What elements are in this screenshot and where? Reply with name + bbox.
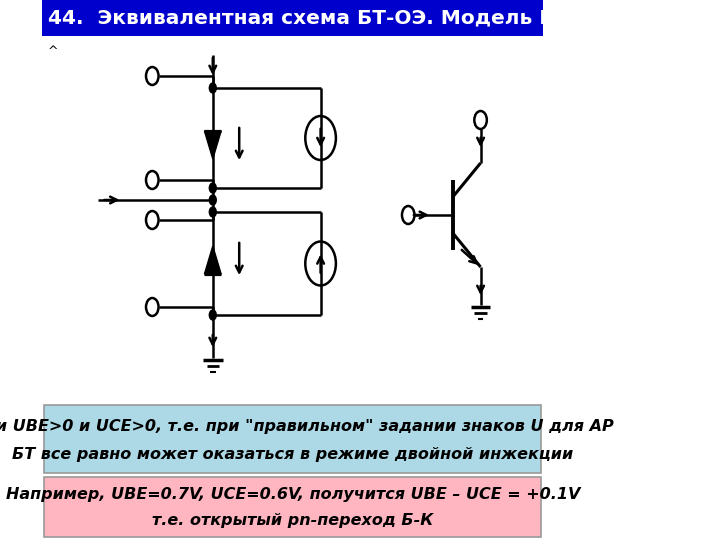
Text: При UBE>0 и UСЕ>0, т.е. при "правильном" задании знаков U для АР: При UBE>0 и UСЕ>0, т.е. при "правильном"… [0, 420, 614, 435]
Circle shape [210, 183, 216, 193]
Text: т.е. открытый pn-переход Б-К: т.е. открытый pn-переход Б-К [152, 514, 433, 529]
Text: 44.  Эквивалентная схема БТ-ОЭ. Модель Молла – Эберса (02): 44. Эквивалентная схема БТ-ОЭ. Модель Мо… [48, 8, 720, 28]
Circle shape [210, 195, 216, 205]
Circle shape [210, 207, 216, 217]
Text: ^: ^ [48, 45, 58, 58]
Text: БТ все равно может оказаться в режиме двойной инжекции: БТ все равно может оказаться в режиме дв… [12, 448, 573, 462]
Text: Например, UBE=0.7V, UСЕ=0.6V, получится UBЕ – UСЕ = +0.1V: Например, UBE=0.7V, UСЕ=0.6V, получится … [6, 488, 580, 503]
Polygon shape [204, 246, 221, 274]
FancyBboxPatch shape [42, 0, 543, 36]
FancyBboxPatch shape [45, 405, 541, 473]
Circle shape [210, 310, 216, 320]
Polygon shape [204, 131, 221, 159]
Circle shape [210, 83, 216, 93]
FancyBboxPatch shape [45, 477, 541, 537]
